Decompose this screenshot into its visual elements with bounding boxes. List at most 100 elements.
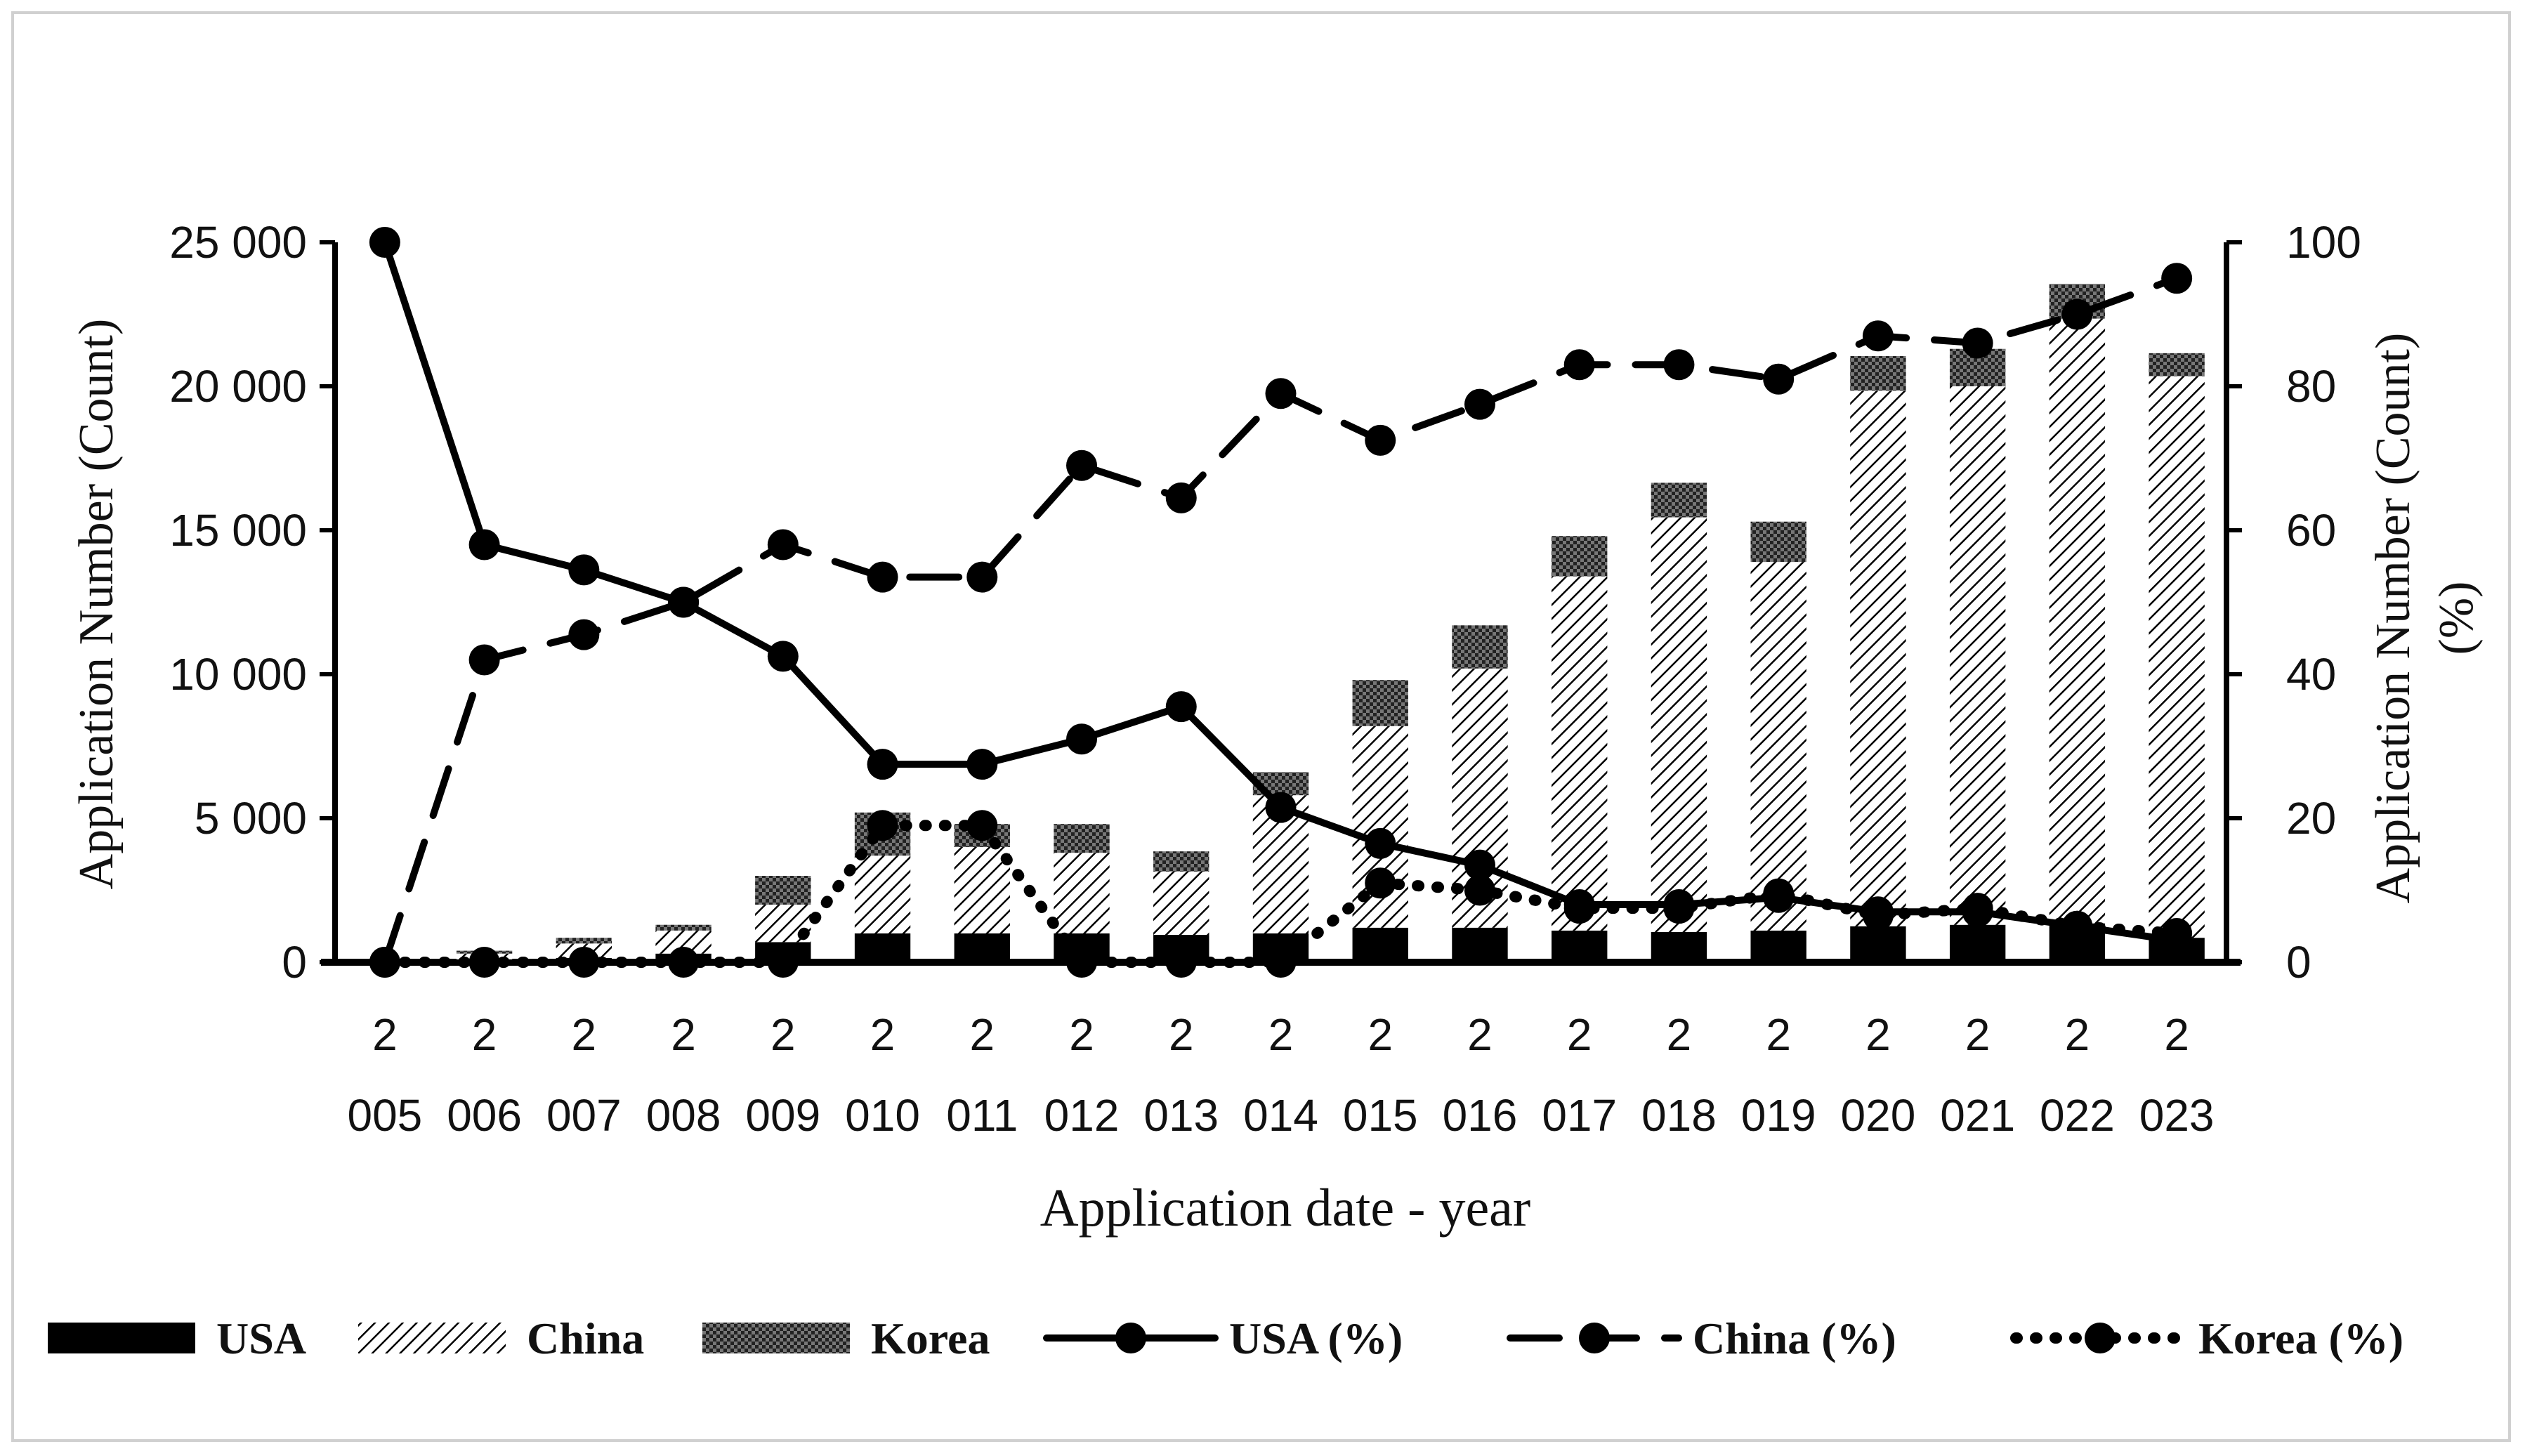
bar-china: [1153, 871, 1209, 936]
y-tick-label: 20 000: [169, 361, 307, 412]
y2-tick-label: 20: [2286, 793, 2336, 844]
bar-china: [1054, 853, 1110, 933]
bar-china: [1552, 576, 1608, 931]
point-usa-pct: [369, 227, 400, 258]
point-china-pct: [867, 561, 898, 593]
legend-label-korea: Korea: [871, 1313, 990, 1363]
bar-korea: [2149, 353, 2205, 376]
point-korea-pct: [1066, 947, 1098, 978]
bar-usa: [1651, 931, 1707, 962]
x-tick-label-top: 2: [1368, 1009, 1393, 1060]
point-korea-pct: [2161, 918, 2193, 949]
bar-korea: [556, 938, 612, 944]
bar-china: [1651, 517, 1707, 932]
point-china-pct: [1862, 320, 1894, 352]
bar-korea: [1452, 625, 1508, 669]
point-usa-pct: [1165, 691, 1197, 723]
point-korea-pct: [1165, 947, 1197, 978]
point-korea-pct: [1862, 900, 1894, 931]
y2-tick-label: 60: [2286, 505, 2336, 556]
point-korea-pct: [369, 947, 400, 978]
legend-swatch-usa: [48, 1323, 195, 1353]
x-tick-label-top: 2: [1667, 1009, 1692, 1060]
point-china-pct: [1066, 450, 1098, 481]
x-tick-label-top: 2: [1766, 1009, 1791, 1060]
point-china-pct: [1464, 388, 1495, 420]
x-tick-label-bottom: 019: [1741, 1090, 1816, 1141]
legend-label-usa-pct: USA (%): [1229, 1313, 1403, 1363]
bar-usa: [1452, 927, 1508, 962]
x-tick-label-top: 2: [870, 1009, 896, 1060]
y-tick-label: 0: [282, 937, 307, 988]
legend-marker-usa-pct: [1115, 1323, 1146, 1353]
bar-usa: [1850, 926, 1906, 962]
x-tick-label-bottom: 018: [1641, 1090, 1717, 1141]
y-tick-label: 15 000: [169, 505, 307, 556]
point-china-pct: [1165, 482, 1197, 513]
x-tick-label-bottom: 014: [1243, 1090, 1318, 1141]
y-tick-label: 10 000: [169, 649, 307, 700]
point-china-pct: [2161, 263, 2193, 294]
bar-usa: [1352, 927, 1408, 962]
point-korea-pct: [1763, 878, 1795, 910]
bar-china: [1750, 562, 1806, 931]
point-korea-pct: [568, 947, 600, 978]
point-usa-pct: [1365, 827, 1396, 859]
point-usa-pct: [966, 749, 998, 780]
x-tick-label-top: 2: [1069, 1009, 1094, 1060]
point-korea-pct: [2061, 910, 2093, 942]
x-tick-label-bottom: 020: [1841, 1090, 1916, 1141]
x-tick-label-top: 2: [1467, 1009, 1493, 1060]
x-tick-label-bottom: 016: [1443, 1090, 1518, 1141]
point-china-pct: [568, 619, 600, 650]
point-usa-pct: [468, 529, 500, 560]
point-china-pct: [966, 561, 998, 593]
point-china-pct: [1265, 378, 1297, 409]
y-tick-label: 25 000: [169, 217, 307, 268]
point-china-pct: [468, 644, 500, 676]
point-china-pct: [767, 529, 799, 560]
x-tick-label-bottom: 022: [2040, 1090, 2115, 1141]
legend-label-korea-pct: Korea (%): [2198, 1313, 2403, 1363]
x-tick-label-bottom: 008: [646, 1090, 721, 1141]
point-usa-pct: [568, 554, 600, 586]
legend-marker-korea-pct: [2085, 1323, 2116, 1353]
lines: [369, 227, 2193, 978]
x-tick-label-bottom: 021: [1940, 1090, 2015, 1141]
point-korea-pct: [966, 810, 998, 841]
point-korea-pct: [867, 810, 898, 841]
bar-korea: [1850, 355, 1906, 391]
point-china-pct: [1563, 349, 1595, 381]
point-korea-pct: [767, 947, 799, 978]
bar-china: [954, 847, 1010, 933]
y2-tick-label: 40: [2286, 649, 2336, 700]
bar-usa: [1949, 924, 2006, 962]
x-tick-label-top: 2: [1567, 1009, 1592, 1060]
bar-korea: [1054, 824, 1110, 853]
y2-tick-label: 0: [2286, 937, 2311, 988]
point-usa-pct: [1464, 849, 1495, 881]
bar-usa: [1750, 930, 1806, 962]
point-china-pct: [668, 586, 700, 618]
x-tick-label-top: 2: [770, 1009, 796, 1060]
legend-swatch-china: [358, 1323, 506, 1353]
bar-korea: [1552, 536, 1608, 577]
x-tick-label-bottom: 011: [946, 1090, 1018, 1141]
x-tick-label-bottom: 009: [745, 1090, 820, 1141]
legend-marker-china-pct: [1579, 1323, 1610, 1353]
x-tick-label-top: 2: [1965, 1009, 1991, 1060]
y2-axis-label-line2: (%): [2429, 582, 2484, 655]
legend-label-usa: USA: [216, 1313, 306, 1363]
bar-korea: [755, 876, 811, 905]
x-tick-label-bottom: 015: [1343, 1090, 1418, 1141]
x-tick-label-top: 2: [472, 1009, 497, 1060]
point-korea-pct: [1265, 947, 1297, 978]
x-tick-label-bottom: 023: [2139, 1090, 2215, 1141]
bar-korea: [1352, 680, 1408, 726]
point-korea-pct: [1365, 867, 1396, 899]
bar-usa: [854, 933, 911, 962]
point-korea-pct: [1563, 893, 1595, 924]
x-tick-label-bottom: 006: [447, 1090, 522, 1141]
legend: USA China Korea USA (%) China (%) Korea (%): [48, 1313, 2403, 1363]
bar-china: [854, 855, 911, 933]
